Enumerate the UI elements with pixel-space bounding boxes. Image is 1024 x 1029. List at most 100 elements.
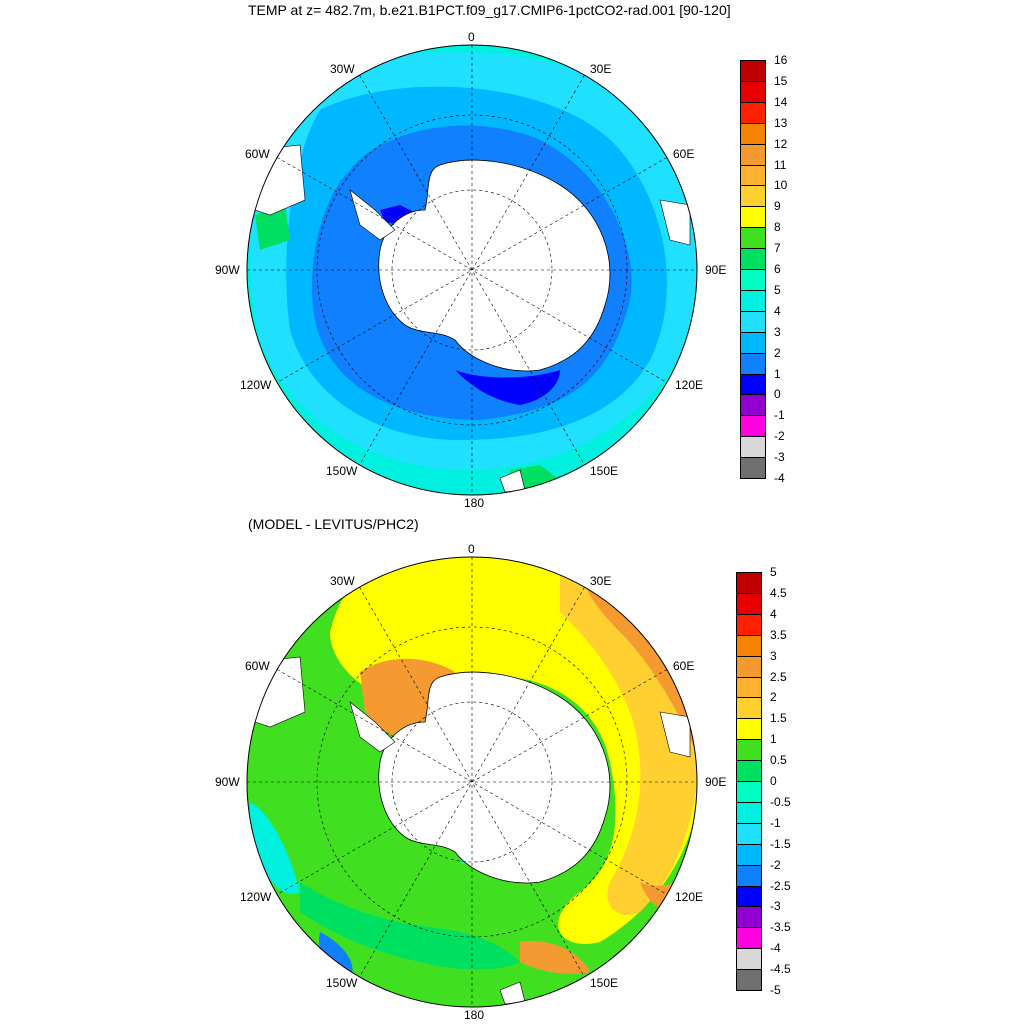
top-colorbar-tick-label: 16 (774, 53, 788, 67)
top-colorbar-swatch (740, 185, 766, 208)
top-colorbar-swatch (740, 310, 766, 333)
top-colorbar-tick-label: 15 (774, 73, 788, 88)
top-colorbar-tick-label: 9 (774, 199, 781, 214)
bottom-colorbar-swatch (736, 885, 762, 908)
bottom-lon-150w: 150W (326, 976, 358, 990)
top-lon-150e: 150E (590, 464, 619, 478)
bottom-colorbar-tick-label: 5 (770, 565, 777, 579)
top-colorbar-swatch (740, 122, 766, 145)
top-colorbar-swatch (740, 373, 766, 396)
bottom-lon-120w: 120W (240, 890, 272, 904)
top-lon-30e: 30E (590, 62, 612, 76)
bottom-map-title: (MODEL - LEVITUS/PHC2) (248, 516, 419, 532)
bottom-colorbar-swatch (736, 739, 762, 762)
top-colorbar-tick-label: 1 (774, 366, 781, 381)
top-colorbar-tick-label: 7 (774, 241, 781, 256)
top-lon-120w: 120W (240, 378, 272, 392)
bottom-colorbar-tick-label: -3 (770, 899, 781, 914)
bottom-lon-0: 0 (468, 542, 475, 556)
top-map-border (246, 44, 698, 496)
bottom-colorbar-tick-label: 2.5 (770, 669, 787, 684)
top-lon-90w: 90W (215, 263, 240, 277)
bottom-colorbar-swatch (736, 697, 762, 720)
bottom-graticule (247, 557, 697, 1007)
bottom-ross-warm (520, 941, 590, 974)
top-colorbar-swatch (740, 331, 766, 354)
top-map-title: TEMP at z= 482.7m, b.e21.B1PCT.f09_g17.C… (248, 2, 731, 18)
bottom-map-border (246, 556, 698, 1008)
top-lon-150w: 150W (326, 464, 358, 478)
bottom-lon-150e: 150E (590, 976, 619, 990)
bottom-colorbar-swatch (736, 843, 762, 866)
bottom-colorbar-swatch (736, 927, 762, 950)
bottom-colorbar-tick-label: 1 (770, 732, 777, 747)
top-lon-0: 0 (468, 30, 475, 44)
bottom-colorbar-swatch (736, 822, 762, 845)
bottom-colorbar-tick-label: -0.5 (770, 794, 791, 809)
top-colorbar-swatch (740, 164, 766, 187)
top-map-svg (246, 44, 698, 496)
bottom-lon-180: 180 (464, 1008, 485, 1022)
top-colorbar-tick-label: 14 (774, 94, 788, 109)
bottom-colorbar-tick-label: 1.5 (770, 711, 787, 726)
bottom-colorbar-swatch (736, 781, 762, 803)
top-colorbar-tick-label: -1 (774, 408, 785, 423)
top-colorbar-swatch (740, 227, 766, 250)
bottom-colorbar-tick-label: -4.5 (770, 962, 791, 977)
bottom-colorbar-tick-label: -1.5 (770, 836, 791, 851)
bottom-colorbar-swatch (736, 592, 762, 615)
bottom-colorbar-tick-label: 3 (770, 648, 777, 663)
bottom-colorbar-tick-label: 2 (770, 690, 777, 705)
top-lon-60w: 60W (245, 147, 270, 161)
bottom-lon-90w: 90W (215, 775, 240, 789)
bottom-polar-map: 0 30E 60E 90E 120E 150E 180 150W 120W 90… (0, 512, 740, 1024)
top-colorbar-tick-label: 11 (774, 157, 787, 172)
top-colorbar-tick-label: 10 (774, 178, 788, 193)
top-colorbar-tick-label: -2 (774, 429, 785, 444)
bottom-colorbar-swatch (736, 864, 762, 887)
top-lon-180: 180 (464, 496, 485, 510)
bottom-lon-30w: 30W (330, 574, 355, 588)
top-kerguelen-land (659, 199, 691, 246)
top-colorbar-swatch (740, 248, 766, 270)
bottom-peninsula-land (349, 701, 396, 753)
top-peninsula-land (349, 189, 396, 241)
top-colorbar-tick-label: 2 (774, 345, 781, 360)
top-colorbar-tick-label: 0 (774, 387, 781, 402)
top-colorbar-tick-label: 3 (774, 324, 781, 339)
bottom-colorbar-swatch (736, 634, 762, 657)
top-lon-30w: 30W (330, 62, 355, 76)
top-colorbar-tick-label: -4 (774, 471, 785, 485)
top-colorbar-swatch (740, 415, 766, 438)
top-polar-map: 0 30E 60E 90E 120E 150E 180 150W 120W 90… (0, 0, 740, 512)
top-colorbar-tick-label: 13 (774, 115, 788, 130)
bottom-colorbar-swatch (736, 906, 762, 929)
bottom-colorbar-swatch (736, 969, 762, 991)
bottom-antarctica (378, 671, 611, 884)
top-colorbar-swatch (740, 60, 766, 82)
bottom-colorbar-swatch (736, 572, 762, 594)
bottom-colorbar-tick-label: 4 (770, 606, 777, 621)
top-lon-120e: 120E (675, 378, 704, 392)
top-colorbar-swatch (740, 269, 766, 291)
bottom-colorbar-tick-label: -2.5 (770, 878, 791, 893)
bottom-colorbar-tick-label: 3.5 (770, 627, 787, 642)
bottom-colorbar-tick-label: 4.5 (770, 585, 787, 600)
top-colorbar-swatch (740, 289, 766, 312)
top-colorbar-tick-label: 12 (774, 136, 788, 151)
top-colorbar-tick-label: -3 (774, 450, 785, 465)
bottom-colorbar-swatch (736, 655, 762, 678)
bottom-colorbar-tick-label: 0 (770, 774, 777, 788)
bottom-colorbar-swatch (736, 613, 762, 636)
top-colorbar-tick-label: 8 (774, 220, 781, 235)
top-green-patch (255, 205, 290, 250)
top-colorbar-swatch (740, 436, 766, 459)
bottom-band-0_5 (300, 882, 520, 970)
bottom-colorbar-tick-label: -5 (770, 983, 781, 997)
top-antarctica (378, 159, 611, 372)
top-colorbar-swatch (740, 457, 766, 479)
bottom-colorbar-tick-label: -4 (770, 941, 781, 956)
bottom-colorbar-swatch (736, 676, 762, 699)
top-colorbar-tick-label: 5 (774, 282, 781, 297)
bottom-colorbar-swatch (736, 948, 762, 971)
